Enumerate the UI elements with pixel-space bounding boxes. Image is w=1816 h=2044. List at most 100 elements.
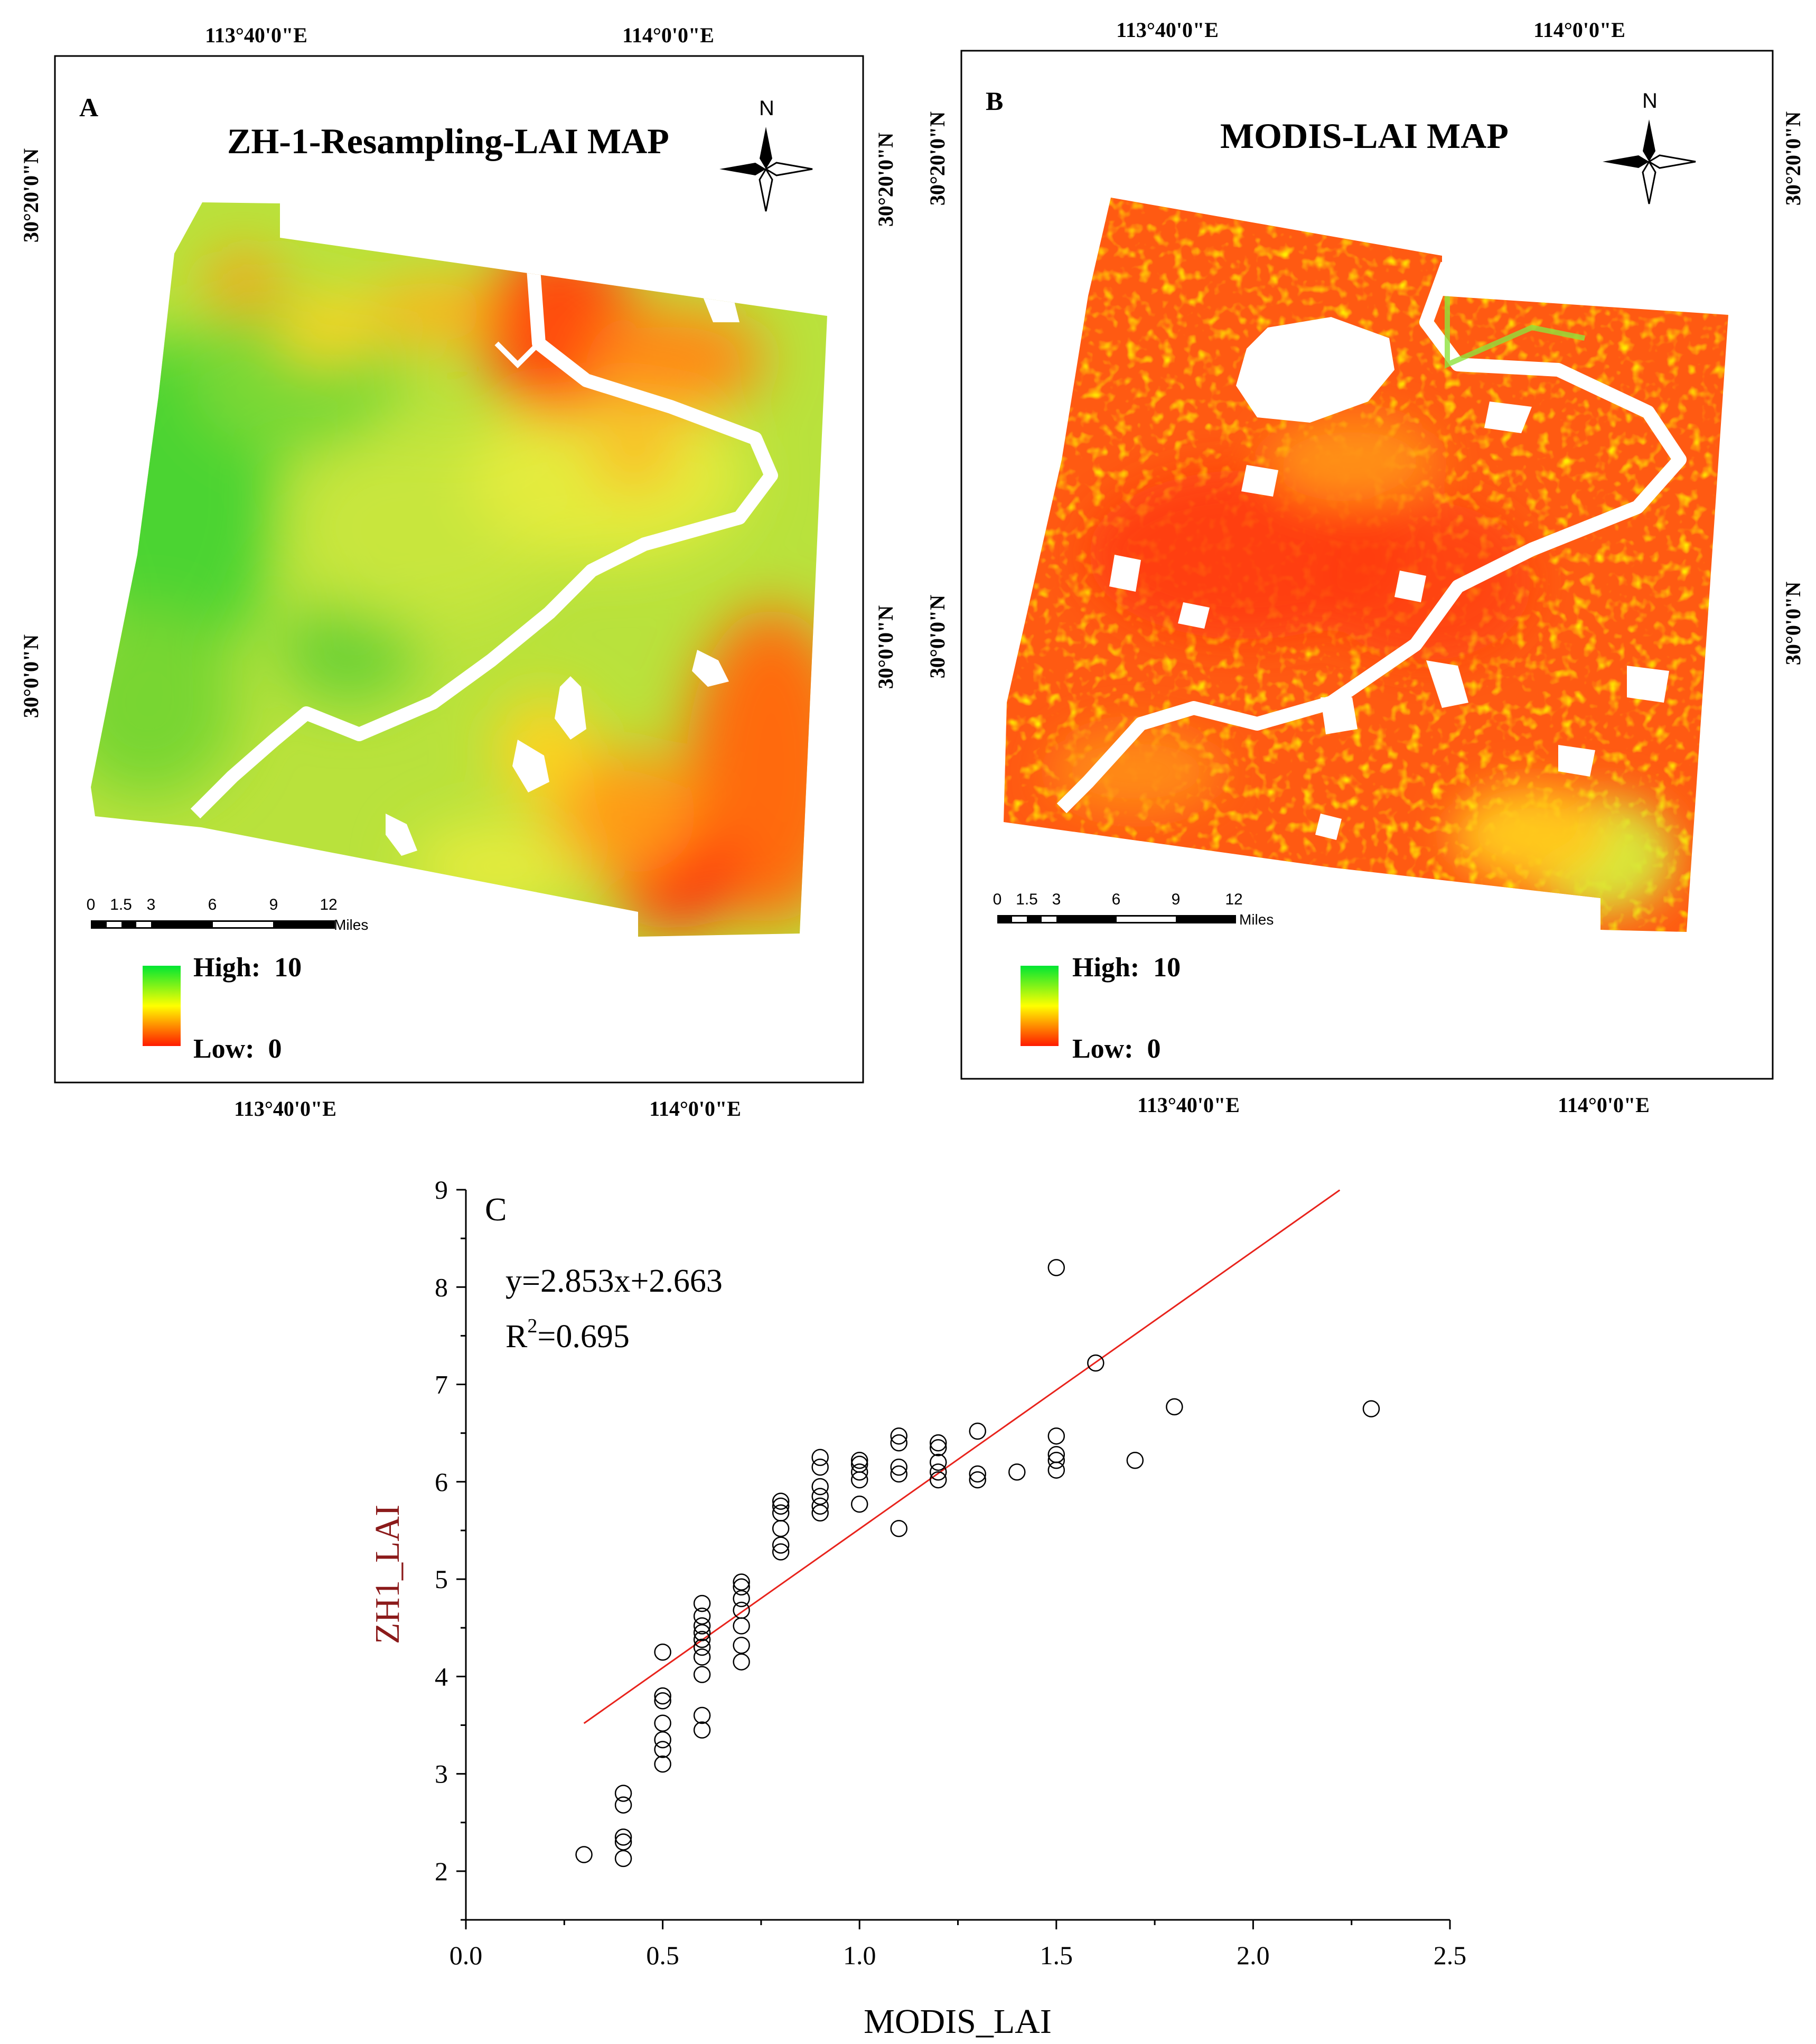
- data-point: [772, 1492, 790, 1510]
- panel-b-bottom-lon-2: 114°0'0"E: [1558, 1093, 1650, 1117]
- legend-high: High: 10: [193, 953, 302, 983]
- data-point: [890, 1458, 907, 1476]
- panel-a-legend: High: 10 Low: 0: [143, 953, 302, 1064]
- regression-equation: y=2.853x+2.663: [506, 1263, 723, 1299]
- data-point: [614, 1850, 632, 1868]
- data-point: [1166, 1398, 1183, 1416]
- panel-b-left-lat-2: 30°0'0"N: [925, 595, 949, 678]
- svg-text:3: 3: [147, 896, 156, 913]
- data-point: [654, 1644, 671, 1661]
- data-point: [693, 1721, 711, 1739]
- scatter-chart: 0.0 0.5 1.0 1.5 2.0 2.5 2 3 4 5 6 7 8 9 C y=2.853x+2…: [368, 1175, 1466, 2041]
- data-point: [850, 1455, 868, 1473]
- x-tick-label: 2.5: [1434, 1940, 1467, 1970]
- data-point: [733, 1573, 750, 1591]
- data-point: [929, 1471, 947, 1489]
- data-point: [654, 1731, 671, 1749]
- svg-text:Miles: Miles: [334, 917, 368, 933]
- panel-a-top-lon-2: 114°0'0"E: [622, 23, 714, 47]
- panel-b-left-lat-1: 30°20'0"N: [925, 111, 949, 206]
- data-point: [654, 1692, 671, 1710]
- data-point: [850, 1452, 868, 1469]
- panel-b-scale-bar: 0 1.5 3 6 9 12 Miles: [993, 891, 1274, 928]
- panel-b-bottom-lon-1: 113°40'0"E: [1137, 1093, 1240, 1117]
- panel-a-right-lat-1: 30°20'0"N: [874, 133, 897, 227]
- legend-low: Low: 0: [193, 1034, 282, 1064]
- data-point: [614, 1828, 632, 1846]
- y-tick-label: 2: [435, 1856, 448, 1886]
- legend-high: High: 10: [1072, 953, 1181, 983]
- panel-a-north-arrow: N: [719, 97, 813, 212]
- compass-icon: [760, 127, 772, 169]
- data-point: [733, 1617, 750, 1635]
- data-point: [1087, 1354, 1104, 1372]
- panel-a: A ZH-1-Resampling-LAI MAP N 113°40'0"E 1…: [19, 23, 897, 1121]
- panel-b-letter: B: [986, 86, 1003, 116]
- y-tick-label: 6: [435, 1467, 448, 1497]
- modis-lai-raster: [1004, 198, 1728, 932]
- data-point: [890, 1465, 907, 1483]
- panel-a-title: ZH-1-Resampling-LAI MAP: [227, 121, 669, 161]
- panel-b-right-lat-1: 30°20'0"N: [1781, 111, 1805, 206]
- panel-b-north-arrow: N: [1603, 89, 1696, 204]
- y-tick-label: 7: [435, 1370, 448, 1399]
- svg-text:12: 12: [1225, 891, 1242, 908]
- data-point: [772, 1504, 790, 1522]
- y-axis-label: ZH1_LAI: [368, 1505, 407, 1644]
- panel-a-bottom-lon-2: 114°0'0"E: [649, 1097, 741, 1121]
- data-point: [693, 1631, 711, 1648]
- compass-icon: [1643, 119, 1655, 162]
- data-point: [654, 1714, 671, 1732]
- data-point: [733, 1637, 750, 1654]
- panel-b-title: MODIS-LAI MAP: [1220, 116, 1509, 156]
- panel-a-north-label: N: [759, 97, 774, 120]
- panel-b: B MODIS-LAI MAP N 113°40'0"E 114°0'0"E 1…: [925, 18, 1805, 1117]
- data-point: [733, 1590, 750, 1608]
- x-tick-label: 1.0: [843, 1940, 876, 1970]
- y-ticks: 2 3 4 5 6 7 8 9: [435, 1175, 466, 1921]
- svg-text:Miles: Miles: [1239, 911, 1274, 928]
- y-tick-label: 4: [435, 1662, 448, 1691]
- panel-a-scale-bar: 0 1.5 3 6 9 12 Miles: [87, 896, 369, 933]
- data-point: [654, 1687, 671, 1705]
- data-point: [772, 1543, 790, 1561]
- data-point: [811, 1497, 829, 1515]
- data-point: [693, 1706, 711, 1724]
- x-ticks: 0.0 0.5 1.0 1.5 2.0 2.5: [450, 1920, 1467, 1970]
- data-point: [1008, 1463, 1026, 1481]
- data-point: [929, 1453, 947, 1471]
- legend-color-ramp: [1021, 966, 1059, 1046]
- data-point: [929, 1434, 947, 1452]
- panel-a-right-lat-2: 30°0'0"N: [874, 605, 897, 689]
- data-point: [693, 1666, 711, 1683]
- panel-a-top-lon-1: 113°40'0"E: [205, 23, 307, 47]
- x-tick-label: 2.0: [1237, 1940, 1270, 1970]
- panel-a-bottom-lon-1: 113°40'0"E: [234, 1097, 336, 1121]
- data-point: [733, 1653, 750, 1670]
- data-point: [1047, 1461, 1065, 1479]
- data-point: [890, 1519, 907, 1537]
- y-tick-label: 5: [435, 1564, 448, 1594]
- x-tick-label: 0.5: [646, 1940, 679, 1970]
- data-point: [969, 1422, 987, 1440]
- svg-text:0: 0: [87, 896, 96, 913]
- data-point: [929, 1463, 947, 1481]
- data-point: [969, 1471, 987, 1489]
- data-point: [1047, 1259, 1065, 1276]
- data-point: [693, 1624, 711, 1641]
- legend-low: Low: 0: [1072, 1034, 1161, 1064]
- data-point: [890, 1434, 907, 1452]
- y-tick-label: 8: [435, 1272, 448, 1302]
- data-point: [693, 1617, 711, 1635]
- panel-b-right-lat-2: 30°0'0"N: [1781, 582, 1805, 665]
- scatter-points: [575, 1259, 1380, 1868]
- data-point: [575, 1846, 593, 1863]
- data-point: [693, 1648, 711, 1666]
- data-point: [969, 1465, 987, 1483]
- panel-a-left-lat-1: 30°20'0"N: [19, 148, 43, 242]
- x-axis-label: MODIS_LAI: [864, 2002, 1052, 2041]
- data-point: [929, 1439, 947, 1457]
- svg-text:1.5: 1.5: [110, 896, 132, 913]
- data-point: [654, 1741, 671, 1758]
